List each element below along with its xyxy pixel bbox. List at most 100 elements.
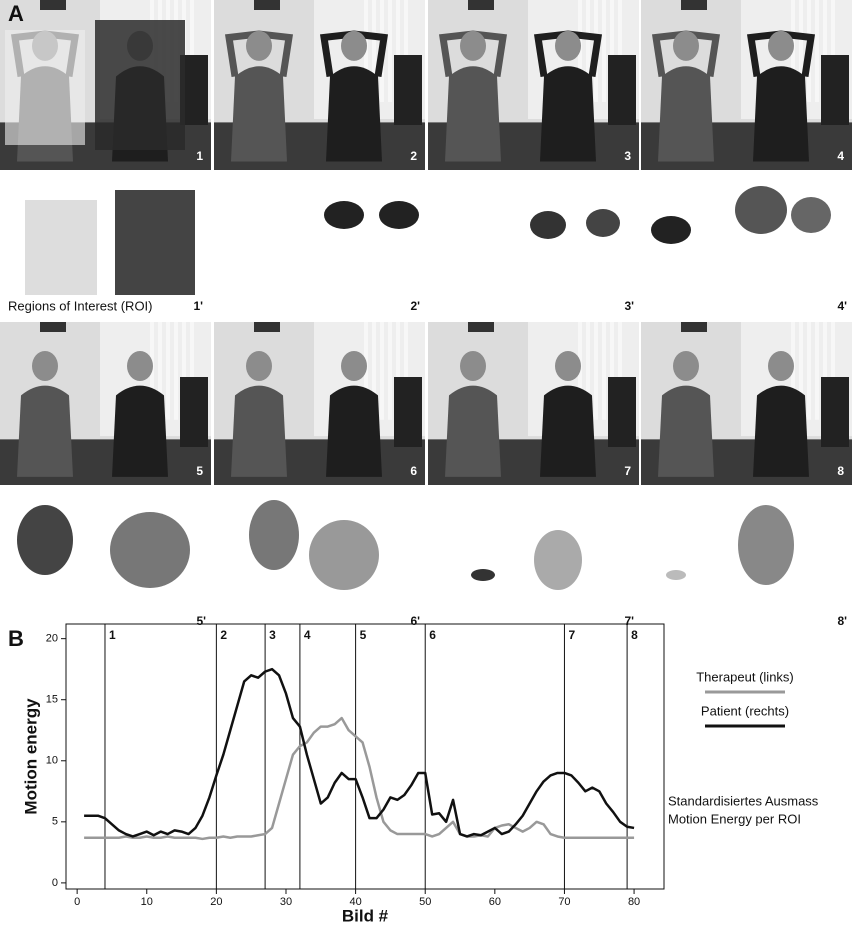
frame-marker-label: 8 — [631, 628, 638, 642]
roi-label: Regions of Interest (ROI) — [8, 298, 153, 313]
motion-blob — [735, 186, 787, 234]
curtain — [388, 0, 392, 102]
frame-marker-label: 7 — [568, 628, 575, 642]
motion-blob — [534, 530, 582, 590]
frame-number: 7 — [624, 464, 631, 478]
frame-marker-label: 1 — [109, 628, 116, 642]
curtain — [174, 322, 178, 420]
motion-blob — [379, 201, 419, 229]
y-tick-label: 0 — [52, 877, 58, 889]
photo: 2 — [214, 0, 425, 170]
motion-blob — [586, 209, 620, 237]
face-blur — [768, 31, 794, 61]
frame-marker-label: 2 — [220, 628, 227, 642]
motion-frame-number: 8' — [837, 614, 847, 628]
legend-label: Therapeut (links) — [696, 669, 794, 684]
motion-blob — [738, 505, 794, 585]
tv — [681, 322, 707, 332]
body — [540, 386, 596, 477]
roi-box — [95, 20, 185, 150]
x-tick-label: 50 — [419, 896, 431, 908]
frame-marker-label: 4 — [304, 628, 311, 642]
y-tick-label: 20 — [46, 633, 58, 645]
body — [231, 386, 287, 477]
curtain — [602, 322, 606, 420]
body — [326, 386, 382, 477]
motion-blob — [309, 520, 379, 590]
frame-number: 4 — [837, 149, 844, 163]
curtain — [380, 322, 384, 420]
motion-blob — [110, 512, 190, 588]
photo: 5 — [0, 322, 211, 485]
chair — [608, 377, 636, 447]
motion-blob — [666, 570, 686, 580]
motion-blob — [249, 500, 299, 570]
face-blur — [768, 351, 794, 381]
face-blur — [127, 351, 153, 381]
body — [326, 66, 382, 161]
curtain — [594, 322, 598, 420]
tv — [254, 0, 280, 10]
legend-label: Patient (rechts) — [701, 703, 789, 718]
motion-frame-number: 7' — [624, 614, 634, 628]
motion-blob — [530, 211, 566, 239]
body — [753, 386, 809, 477]
curtain — [815, 322, 819, 420]
motion-blob — [324, 201, 364, 229]
frame-marker-label: 5 — [360, 628, 367, 642]
series-line — [84, 669, 634, 836]
motion-frame-number: 2' — [410, 299, 420, 313]
x-tick-label: 0 — [74, 896, 80, 908]
tv — [40, 322, 66, 332]
photo: 6 — [214, 322, 425, 485]
frame-number: 1 — [196, 149, 203, 163]
roi-region — [115, 190, 195, 295]
motion-frame-number: 3' — [624, 299, 634, 313]
series-line — [84, 718, 634, 839]
curtain — [388, 322, 392, 420]
frame-number: 2 — [410, 149, 417, 163]
tv — [468, 322, 494, 332]
x-tick-label: 10 — [141, 896, 153, 908]
body — [540, 66, 596, 161]
frame-marker-label: 3 — [269, 628, 276, 642]
plot-frame — [66, 624, 664, 889]
chair — [394, 377, 422, 447]
face-blur — [460, 351, 486, 381]
tv — [681, 0, 707, 10]
curtain — [807, 322, 811, 420]
frame-marker-label: 6 — [429, 628, 436, 642]
roi-box — [5, 30, 85, 145]
x-tick-label: 80 — [628, 896, 640, 908]
face-blur — [246, 31, 272, 61]
frame-number: 3 — [624, 149, 631, 163]
motion-blob — [17, 505, 73, 575]
motion-frame-number: 5' — [196, 614, 206, 628]
chair — [608, 55, 636, 125]
y-tick-label: 10 — [46, 755, 58, 767]
face-blur — [341, 351, 367, 381]
x-tick-label: 70 — [558, 896, 570, 908]
curtain — [815, 0, 819, 102]
x-tick-label: 60 — [489, 896, 501, 908]
face-blur — [555, 351, 581, 381]
roi-region — [25, 200, 97, 295]
body — [753, 66, 809, 161]
x-axis-label: Bild # — [342, 906, 389, 925]
y-axis-label: Motion energy — [21, 698, 40, 815]
tv — [254, 322, 280, 332]
frame-number: 5 — [196, 464, 203, 478]
frame-number: 8 — [837, 464, 844, 478]
tv — [40, 0, 66, 10]
panel-label: B — [8, 626, 24, 651]
photo: 3 — [428, 0, 639, 170]
photo: 1 — [0, 0, 211, 170]
photo: 7 — [428, 322, 639, 485]
body — [658, 386, 714, 477]
face-blur — [673, 31, 699, 61]
curtain — [602, 0, 606, 102]
face-blur — [32, 351, 58, 381]
body — [445, 386, 501, 477]
body — [112, 386, 168, 477]
